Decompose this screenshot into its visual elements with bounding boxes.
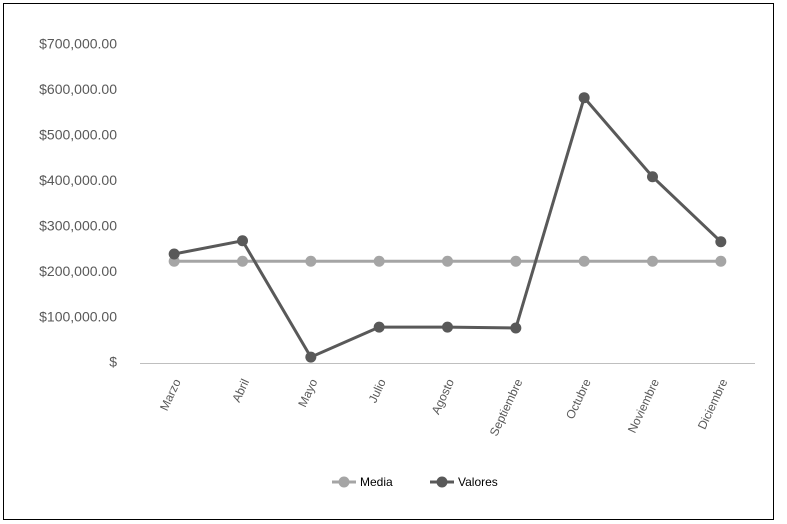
legend-marker bbox=[436, 476, 448, 488]
data-point bbox=[578, 255, 590, 267]
legend-marker bbox=[338, 476, 350, 488]
data-point bbox=[168, 248, 180, 260]
data-point bbox=[715, 255, 727, 267]
y-tick-label: $700,000.00 bbox=[39, 36, 117, 52]
data-point bbox=[647, 255, 658, 267]
data-point bbox=[237, 235, 248, 247]
y-tick-label: $ bbox=[109, 354, 117, 370]
legend-label: Media bbox=[360, 475, 393, 489]
data-point bbox=[647, 171, 658, 183]
data-point bbox=[442, 321, 453, 333]
y-tick-label: $500,000.00 bbox=[39, 127, 117, 143]
data-point bbox=[237, 255, 248, 267]
data-point bbox=[442, 255, 453, 267]
y-tick-label: $100,000.00 bbox=[39, 308, 117, 324]
y-tick-label: $200,000.00 bbox=[39, 263, 117, 279]
data-point bbox=[373, 255, 385, 267]
y-tick-label: $600,000.00 bbox=[39, 81, 117, 97]
data-point bbox=[305, 351, 317, 363]
y-tick-label: $400,000.00 bbox=[39, 172, 117, 188]
data-point bbox=[578, 92, 590, 104]
legend-label: Valores bbox=[458, 475, 498, 489]
data-point bbox=[510, 322, 522, 334]
data-point bbox=[305, 255, 317, 267]
data-point bbox=[510, 255, 522, 267]
data-point bbox=[373, 321, 385, 333]
data-point bbox=[715, 236, 727, 248]
y-tick-label: $300,000.00 bbox=[39, 217, 117, 233]
